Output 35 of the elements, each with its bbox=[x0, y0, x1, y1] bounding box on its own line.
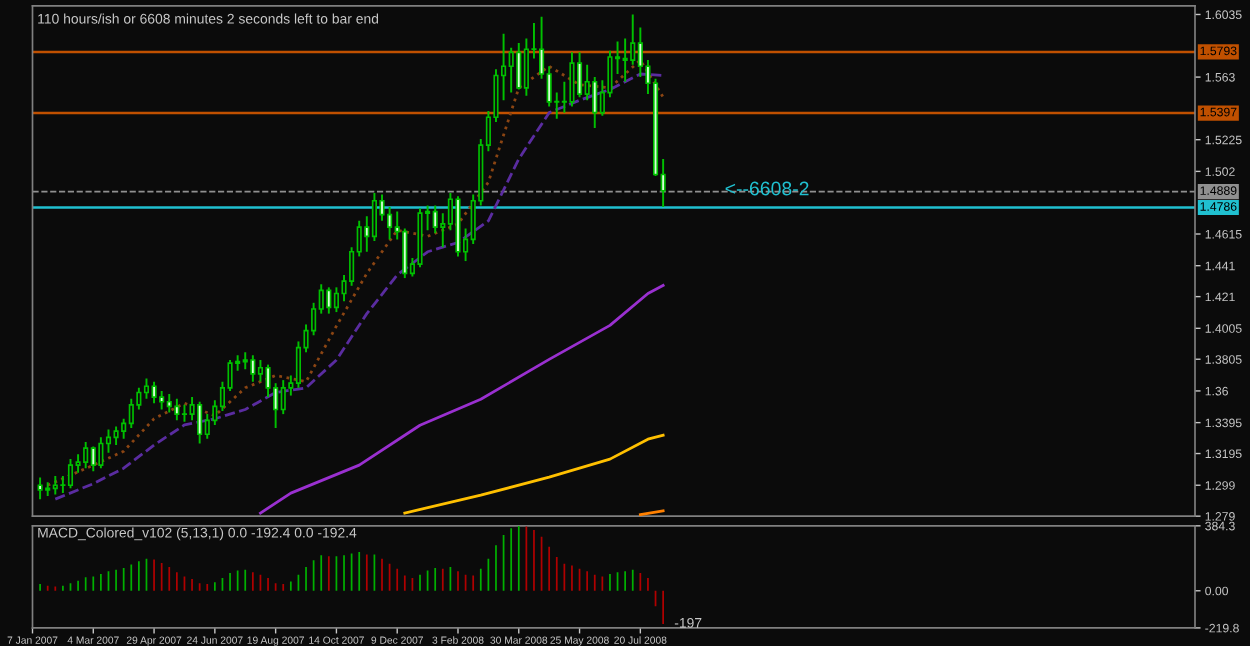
candlestick bbox=[516, 42, 522, 91]
candlestick bbox=[83, 440, 89, 470]
candlestick bbox=[630, 13, 636, 66]
candlestick bbox=[151, 380, 157, 405]
candlestick bbox=[333, 286, 339, 314]
candlestick bbox=[166, 393, 172, 414]
candlestick bbox=[402, 227, 408, 280]
candlestick bbox=[113, 425, 119, 447]
candlestick bbox=[326, 286, 332, 315]
candlestick bbox=[508, 46, 514, 94]
candlestick bbox=[67, 457, 74, 490]
candlestick bbox=[257, 359, 264, 383]
candlestick bbox=[622, 37, 628, 83]
candlestick bbox=[37, 476, 43, 501]
candlestick bbox=[159, 389, 165, 411]
candlestick bbox=[592, 76, 598, 130]
candlestick bbox=[52, 474, 58, 496]
candlestick bbox=[637, 26, 643, 79]
candlestick bbox=[432, 204, 438, 235]
candlestick bbox=[523, 37, 529, 97]
candlestick bbox=[174, 397, 180, 422]
candlestick bbox=[90, 445, 96, 473]
line-series bbox=[403, 433, 665, 515]
candlestick bbox=[197, 400, 203, 445]
candlestick bbox=[371, 192, 377, 242]
candlestick bbox=[98, 436, 104, 470]
candlestick bbox=[181, 403, 188, 423]
candlestick bbox=[576, 51, 583, 99]
line-series bbox=[259, 284, 665, 515]
candlestick bbox=[280, 379, 286, 416]
candlestick bbox=[143, 377, 150, 400]
candlestick bbox=[387, 205, 393, 241]
candlestick bbox=[250, 354, 256, 383]
candlestick bbox=[569, 51, 575, 108]
candlestick bbox=[128, 397, 134, 429]
